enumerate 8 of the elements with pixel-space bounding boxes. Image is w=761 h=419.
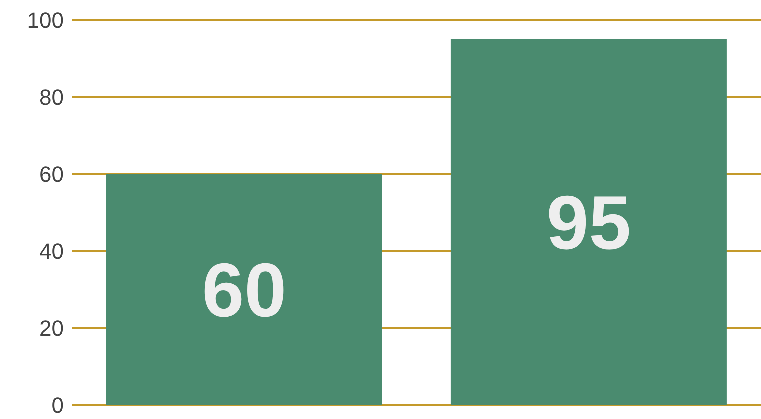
data-label: 95 <box>546 181 632 266</box>
y-tick-label: 0 <box>52 392 64 418</box>
y-tick-label: 80 <box>40 84 64 110</box>
y-tick-label: 40 <box>40 238 64 264</box>
y-tick-label: 20 <box>40 316 64 341</box>
y-tick-label: 100 <box>27 8 64 33</box>
y-tick-label: 60 <box>40 162 64 187</box>
data-label: 60 <box>202 248 287 334</box>
